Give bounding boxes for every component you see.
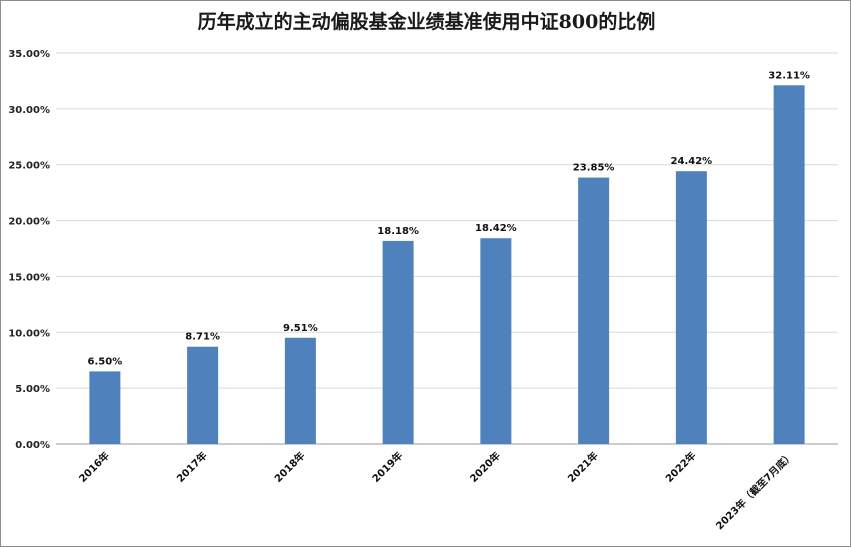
y-tick-label: 0.00% — [15, 440, 50, 451]
bar — [284, 337, 316, 444]
bar — [187, 346, 219, 444]
bar — [578, 177, 610, 444]
data-label: 8.71% — [185, 332, 220, 343]
y-tick-label: 30.00% — [8, 105, 50, 116]
bar — [382, 240, 414, 444]
data-label: 32.11% — [768, 70, 810, 81]
bar — [480, 238, 512, 444]
y-tick-label: 15.00% — [8, 272, 50, 283]
data-label: 18.42% — [475, 223, 517, 234]
x-tick-label: 2018年 — [272, 449, 308, 485]
data-label: 9.51% — [283, 323, 318, 334]
x-tick-label: 2019年 — [369, 449, 405, 485]
data-label: 23.85% — [573, 163, 615, 174]
y-tick-label: 20.00% — [8, 217, 50, 228]
x-tick-label: 2016年 — [76, 449, 112, 485]
bar — [675, 171, 707, 444]
data-label: 24.42% — [671, 156, 713, 167]
x-tick-label: 2023年（截至7月底） — [713, 449, 796, 532]
y-tick-label: 35.00% — [8, 49, 50, 60]
data-label: 18.18% — [377, 226, 419, 237]
y-tick-label: 10.00% — [8, 328, 50, 339]
x-tick-label: 2022年 — [663, 449, 699, 485]
bar — [89, 371, 121, 444]
x-tick-label: 2021年 — [565, 449, 601, 485]
x-tick-label: 2020年 — [467, 449, 503, 485]
x-tick-label: 2017年 — [174, 449, 210, 485]
y-tick-label: 25.00% — [8, 161, 50, 172]
y-tick-label: 5.00% — [15, 384, 50, 395]
chart-title: 历年成立的主动偏股基金业绩基准使用中证800的比例 — [197, 11, 656, 33]
bar — [773, 85, 805, 444]
data-label: 6.50% — [88, 356, 123, 367]
